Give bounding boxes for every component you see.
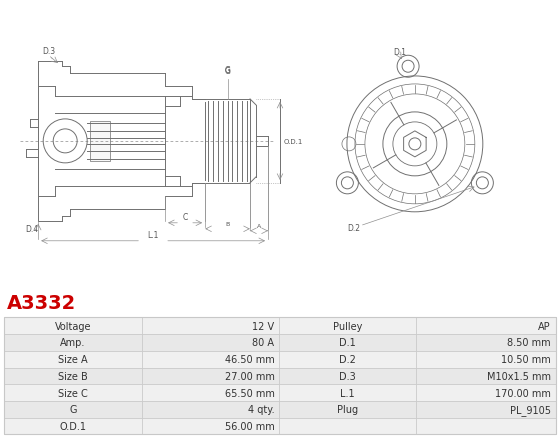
Bar [142,418,279,434]
Text: G: G [225,66,231,75]
Text: 8.50 mm: 8.50 mm [507,338,551,348]
Text: Plug: Plug [337,404,358,414]
Text: O.D.1: O.D.1 [284,138,304,145]
Bar [4,351,142,367]
Text: D.2: D.2 [347,223,360,232]
Bar [4,334,142,351]
Bar [279,351,416,367]
Text: O.D.1: O.D.1 [59,421,87,431]
Text: AP: AP [538,321,551,331]
Text: 46.50 mm: 46.50 mm [225,354,274,364]
Bar [279,418,416,434]
Bar [279,367,416,385]
Bar [142,351,279,367]
Text: 4 qty.: 4 qty. [248,404,274,414]
Bar [416,318,556,334]
Text: D.1: D.1 [339,338,356,348]
Text: C: C [183,212,188,221]
Bar [279,334,416,351]
Text: Pulley: Pulley [333,321,362,331]
Bar [416,401,556,418]
Bar [142,318,279,334]
Text: Size A: Size A [58,354,88,364]
Text: 65.50 mm: 65.50 mm [225,388,274,398]
Text: 56.00 mm: 56.00 mm [225,421,274,431]
Text: PL_9105: PL_9105 [510,404,551,415]
Text: D.2: D.2 [339,354,356,364]
Bar [4,318,556,434]
Text: 80 A: 80 A [253,338,274,348]
Text: M10x1.5 mm: M10x1.5 mm [487,371,551,381]
Text: A: A [257,223,261,228]
Text: 12 V: 12 V [252,321,274,331]
Text: G: G [69,404,77,414]
Bar [4,385,142,401]
Bar [416,351,556,367]
Bar [4,318,142,334]
Text: D.3: D.3 [42,47,55,60]
Text: B: B [226,221,230,226]
Bar [90,122,110,162]
Text: Size B: Size B [58,371,88,381]
Bar [416,385,556,401]
Bar [4,367,142,385]
Bar [142,401,279,418]
Text: L.1: L.1 [340,388,355,398]
Bar [142,367,279,385]
Text: 27.00 mm: 27.00 mm [225,371,274,381]
Text: Amp.: Amp. [60,338,86,348]
Bar [279,385,416,401]
Text: 10.50 mm: 10.50 mm [501,354,551,364]
Bar [142,385,279,401]
Bar [416,334,556,351]
Text: Voltage: Voltage [55,321,91,331]
Text: L.1: L.1 [147,230,159,239]
Text: D.4: D.4 [26,224,39,233]
Bar [142,334,279,351]
Bar [279,318,416,334]
Text: A3332: A3332 [7,293,76,312]
Bar [416,367,556,385]
Bar [416,418,556,434]
Text: G: G [225,67,231,76]
Text: D.1: D.1 [393,48,406,57]
Bar [279,401,416,418]
Text: D.3: D.3 [339,371,356,381]
Text: 170.00 mm: 170.00 mm [495,388,551,398]
Bar [4,401,142,418]
Text: Size C: Size C [58,388,88,398]
Bar [4,418,142,434]
